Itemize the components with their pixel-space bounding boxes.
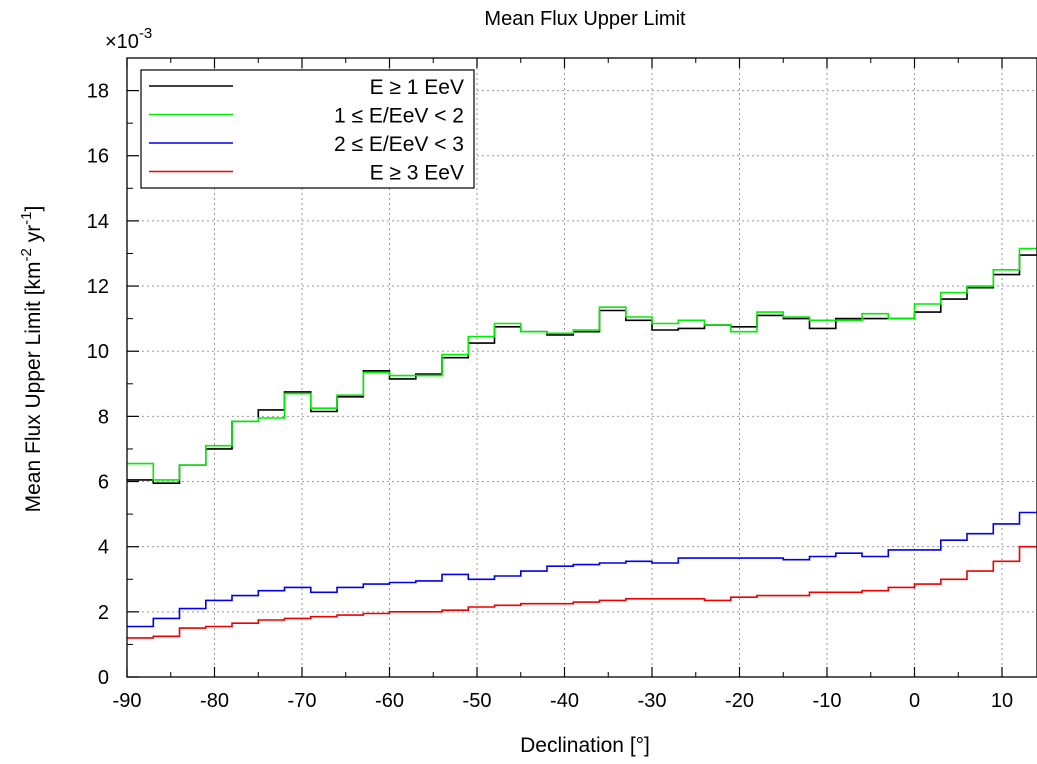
x-tick-label: 10 xyxy=(991,690,1013,712)
x-tick-label: -40 xyxy=(550,690,579,712)
legend-box xyxy=(140,69,475,189)
chart-title: Mean Flux Upper Limit xyxy=(484,8,686,30)
x-tick-label: -20 xyxy=(725,690,754,712)
y-tick-label: 12 xyxy=(87,276,109,298)
y-tick-label: 8 xyxy=(98,406,109,428)
plot-frame xyxy=(126,57,1037,678)
y-tick-label: 0 xyxy=(98,667,109,689)
x-tick-label: -60 xyxy=(375,690,404,712)
x-tick-label: -30 xyxy=(638,690,667,712)
legend-label: E ≥ 1 EeV xyxy=(370,76,464,99)
legend-label: E ≥ 3 EeV xyxy=(370,162,464,185)
ticks: -90 -80 -70 -60 -50 -40 -30 -20 -10 0 10 0 2 4 6 8 10 12 1… xyxy=(87,58,1013,712)
y-multiplier: ×10-3 xyxy=(105,25,152,53)
y-tick-label: 10 xyxy=(87,341,109,363)
y-tick-label: 4 xyxy=(98,537,109,559)
x-tick-label: -80 xyxy=(200,690,229,712)
x-tick-label: 0 xyxy=(909,690,920,712)
series-line-0 xyxy=(127,254,1037,484)
y-axis-label: Mean Flux Upper Limit [km-2 yr-1] xyxy=(18,206,45,513)
legend-label: 2 ≤ E/EeV < 3 xyxy=(334,133,464,156)
series-line-2 xyxy=(127,511,1037,628)
series-line-3 xyxy=(127,545,1037,639)
x-tick-label: -70 xyxy=(288,690,317,712)
y-tick-label: 18 xyxy=(87,81,109,103)
legend: E ≥ 1 EeV 1 ≤ E/EeV < 2 2 ≤ E/EeV < 3 E ≥ 3… xyxy=(140,69,475,189)
x-tick-label: -10 xyxy=(813,690,842,712)
legend-label: 1 ≤ E/EeV < 2 xyxy=(334,105,464,128)
series-line-1 xyxy=(127,247,1037,481)
y-tick-label: 2 xyxy=(98,602,109,624)
x-tick-label: -90 xyxy=(113,690,142,712)
x-axis-label: Declination [°] xyxy=(520,734,650,757)
y-tick-label: 6 xyxy=(98,472,109,494)
x-tick-label: -50 xyxy=(463,690,492,712)
plot-area xyxy=(127,247,1037,639)
y-tick-label: 16 xyxy=(87,146,109,168)
grid xyxy=(127,58,1037,677)
y-tick-label: 14 xyxy=(87,211,109,233)
